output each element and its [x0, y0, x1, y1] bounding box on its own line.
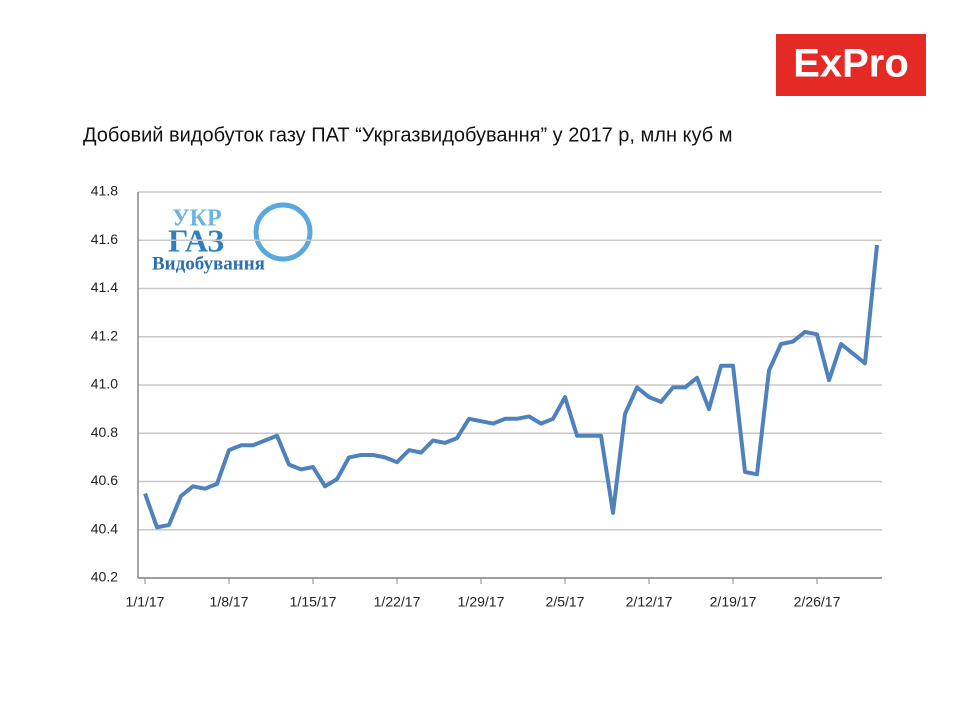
y-tick-label: 40.8 — [91, 424, 118, 440]
x-tick-label: 1/8/17 — [210, 594, 249, 610]
y-tick-label: 41.6 — [91, 231, 118, 247]
x-tick-label: 2/26/17 — [794, 594, 841, 610]
y-tick-label: 41.0 — [91, 376, 118, 392]
y-tick-label: 41.8 — [91, 183, 118, 199]
x-tick-label: 2/12/17 — [626, 594, 673, 610]
logo-ring — [253, 202, 313, 262]
x-tick-label: 1/15/17 — [290, 594, 337, 610]
brand: ExPro — [793, 42, 909, 86]
x-tick-label: 1/29/17 — [458, 594, 505, 610]
x-tick-label: 2/5/17 — [546, 594, 585, 610]
chart-title: Добовий видобуток газу ПАТ “Укргазвидобу… — [83, 124, 733, 146]
x-tick-label: 1/22/17 — [374, 594, 421, 610]
logo-text: Видобування — [152, 253, 265, 274]
y-tick-label: 41.4 — [91, 279, 118, 295]
brand-box — [776, 34, 926, 96]
x-tick-label: 2/19/17 — [710, 594, 757, 610]
line — [143, 244, 879, 530]
y-tick-label: 40.2 — [91, 569, 118, 585]
y-tick-label: 41.2 — [91, 327, 118, 343]
y-tick-label: 40.4 — [91, 520, 118, 536]
y-tick-label: 40.6 — [91, 472, 118, 488]
x-tick-label: 1/1/17 — [126, 594, 165, 610]
logo-text: УКР — [172, 206, 222, 232]
